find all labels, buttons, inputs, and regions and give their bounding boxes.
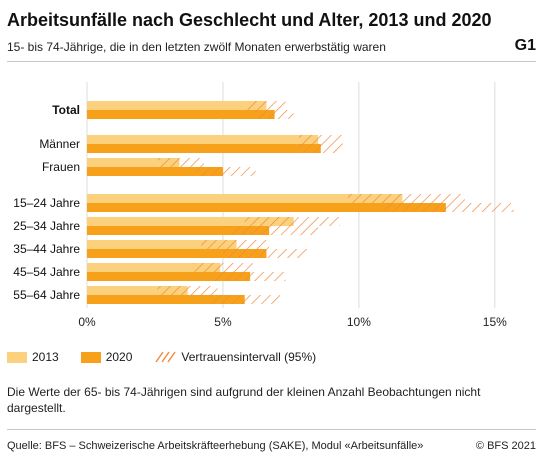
ci-2020-15-24-jahre xyxy=(383,203,514,212)
ci-2013-frauen xyxy=(157,158,204,167)
bars-layer xyxy=(87,101,446,304)
legend-label-2013: 2013 xyxy=(32,350,59,364)
category-labels: Total Männer Frauen 15–24 Jahre 25–34 Jahre 3… xyxy=(13,103,80,302)
x-tick-label-15: 15% xyxy=(483,315,507,329)
category-label-total: Total xyxy=(52,103,80,117)
bar-2020-männer xyxy=(87,144,321,153)
ci-2013-total xyxy=(247,101,286,110)
chart-subtitle: 15- bis 74-Jährige, die in den letzten z… xyxy=(7,40,386,54)
bar-2013-45-54-jahre xyxy=(87,263,221,272)
chart-note: Die Werte der 65- bis 74-Jährigen sind a… xyxy=(7,385,481,415)
ci-2013-45-54-jahre xyxy=(193,263,253,272)
bar-2013-frauen xyxy=(87,158,180,167)
ci-2013-15-24-jahre xyxy=(348,194,465,203)
category-label-25-34-jahre: 25–34 Jahre xyxy=(13,219,80,233)
ci-2020-25-34-jahre xyxy=(228,226,319,235)
copyright-text: © BFS 2021 xyxy=(475,440,536,452)
bar-2020-15-24-jahre xyxy=(87,203,446,212)
header-divider xyxy=(7,61,536,62)
bar-2013-15-24-jahre xyxy=(87,194,403,203)
ci-2020-total xyxy=(255,110,294,119)
category-label-männer: Männer xyxy=(39,137,80,151)
legend-label-ci: Vertrauensintervall (95%) xyxy=(181,350,317,364)
bar-2013-total xyxy=(87,101,267,110)
ci-2020-männer xyxy=(299,144,343,153)
category-label-35-44-jahre: 35–44 Jahre xyxy=(13,242,80,256)
bar-chart: Total Männer Frauen 15–24 Jahre 25–34 Jahre 3… xyxy=(13,82,514,329)
ci-2020-frauen xyxy=(195,167,256,176)
x-tick-labels: 0% 5% 10% 15% xyxy=(78,315,507,329)
bar-2013-männer xyxy=(87,135,319,144)
bar-2020-total xyxy=(87,110,275,119)
bar-2013-35-44-jahre xyxy=(87,240,237,249)
legend-swatch-2020 xyxy=(80,351,101,363)
chart-title: Arbeitsunfälle nach Geschlecht und Alter… xyxy=(7,10,492,30)
x-tick-label-10: 10% xyxy=(347,315,371,329)
ci-2020-35-44-jahre xyxy=(222,249,308,258)
legend-swatch-ci xyxy=(155,351,176,363)
bar-2013-25-34-jahre xyxy=(87,217,294,226)
bar-2020-45-54-jahre xyxy=(87,272,251,281)
confidence-intervals-layer xyxy=(157,101,514,304)
ci-2013-25-34-jahre xyxy=(244,217,340,226)
footer: Quelle: BFS – Schweizerische Arbeitskräf… xyxy=(7,440,536,452)
bar-2020-55-64-jahre xyxy=(87,295,245,304)
source-text: Quelle: BFS – Schweizerische Arbeitskräf… xyxy=(7,440,424,452)
chart-code: G1 xyxy=(514,37,536,54)
legend-label-2020: 2020 xyxy=(105,350,133,364)
bar-2013-55-64-jahre xyxy=(87,286,188,295)
ci-2013-männer xyxy=(299,135,343,144)
x-tick-label-5: 5% xyxy=(214,315,232,329)
legend-swatch-2013 xyxy=(7,351,27,363)
ci-2020-55-64-jahre xyxy=(209,295,281,304)
category-label-55-64-jahre: 55–64 Jahre xyxy=(13,288,80,302)
category-label-15-24-jahre: 15–24 Jahre xyxy=(13,196,80,210)
bar-2020-35-44-jahre xyxy=(87,249,267,258)
category-label-frauen: Frauen xyxy=(42,160,80,174)
legend-item-2013: 2013 xyxy=(7,350,59,364)
bar-2020-frauen xyxy=(87,167,223,176)
ci-2013-55-64-jahre xyxy=(157,286,218,295)
legend-item-2020: 2020 xyxy=(80,350,133,364)
ci-2013-35-44-jahre xyxy=(201,240,270,249)
footer-divider xyxy=(7,429,536,430)
legend: 2013 2020 Vertrauensintervall (95%) xyxy=(7,350,338,364)
bar-2020-25-34-jahre xyxy=(87,226,270,235)
x-tick-label-0: 0% xyxy=(78,315,96,329)
legend-item-ci: Vertrauensintervall (95%) xyxy=(154,350,316,364)
category-label-45-54-jahre: 45–54 Jahre xyxy=(13,265,80,279)
ci-2020-45-54-jahre xyxy=(214,272,286,281)
